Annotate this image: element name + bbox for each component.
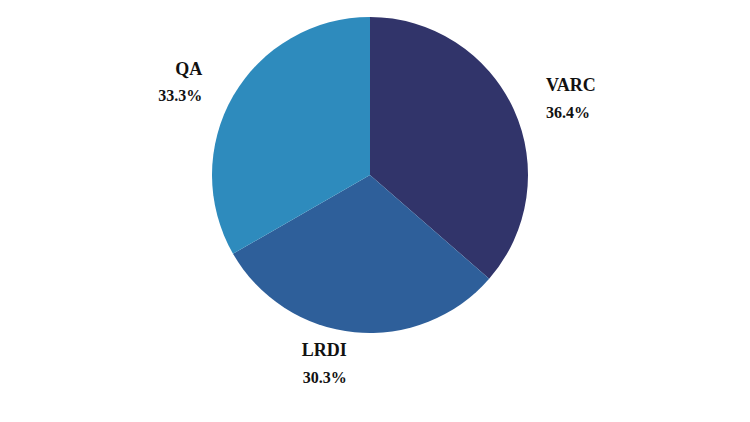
svg-text:QA: QA	[175, 59, 202, 79]
svg-text:LRDI: LRDI	[302, 340, 347, 360]
svg-text:36.4%: 36.4%	[546, 104, 590, 121]
svg-text:VARC: VARC	[546, 75, 596, 95]
svg-text:33.3%: 33.3%	[158, 87, 202, 104]
svg-text:30.3%: 30.3%	[303, 369, 347, 386]
